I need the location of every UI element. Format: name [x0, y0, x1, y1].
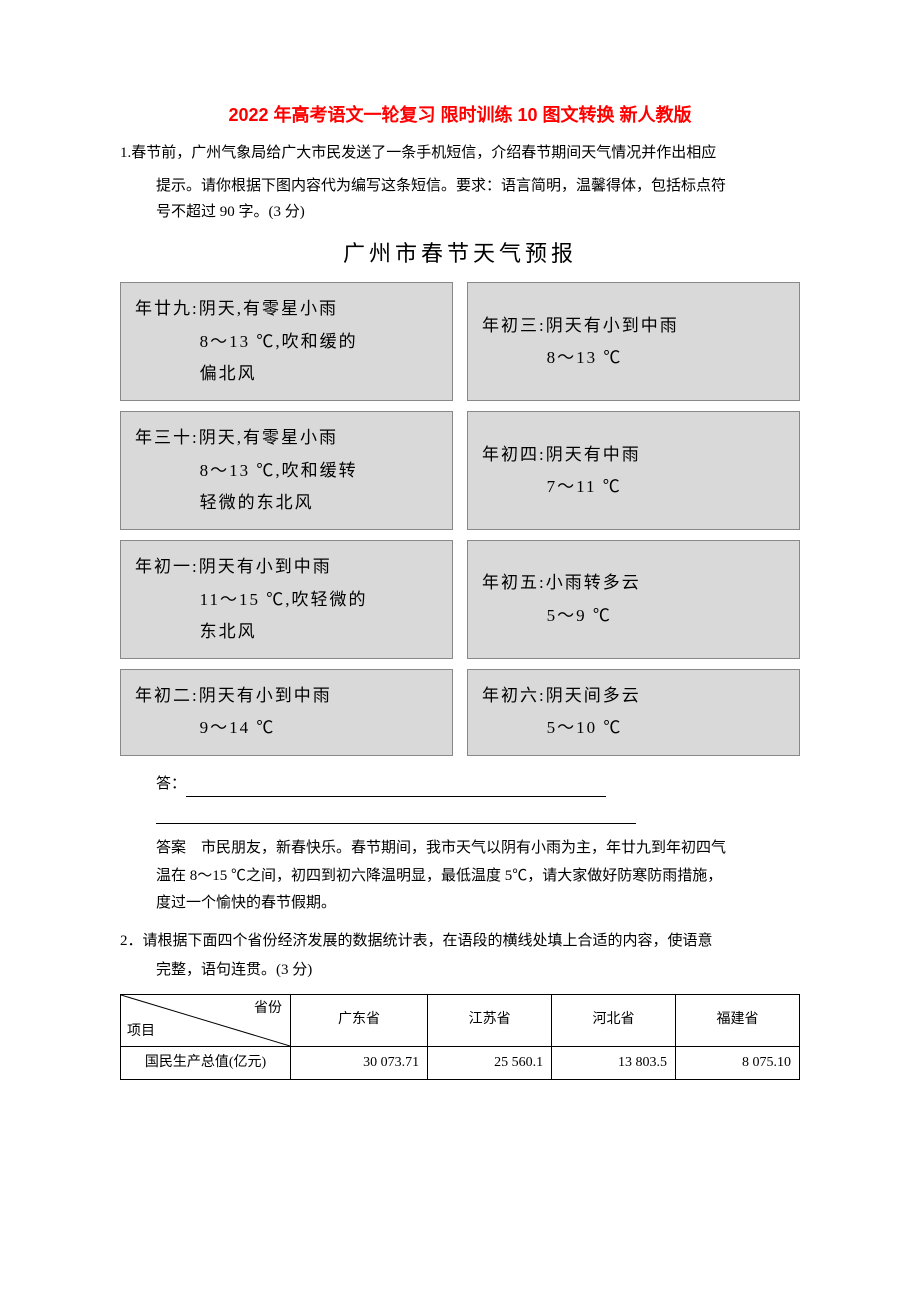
col-header: 江苏省 [428, 994, 552, 1046]
answer-blank [186, 779, 606, 797]
card-line: 年初三:阴天有小到中雨 [482, 310, 785, 342]
forecast-card: 年三十:阴天,有零星小雨 8～13 ℃,吹和缓转 轻微的东北风 [120, 411, 453, 530]
q1-text-line2: 提示。请你根据下图内容代为编写这条短信。要求：语言简明，温馨得体，包括标点符 [120, 174, 800, 200]
col-header: 广东省 [291, 994, 428, 1046]
data-table: 省份 项目 广东省 江苏省 河北省 福建省 国民生产总值(亿元) 30 073.… [120, 994, 800, 1080]
card-line: 年初四:阴天有中雨 [482, 439, 785, 471]
answer-prompt: 答： [120, 772, 800, 798]
forecast-grid: 年廿九:阴天,有零星小雨 8～13 ℃,吹和缓的 偏北风 年初三:阴天有小到中雨… [120, 282, 800, 755]
card-line: 年三十:阴天,有零星小雨 [135, 422, 438, 454]
answer-blank-line [156, 803, 636, 824]
q1-text-line1: 春节前，广州气象局给广大市民发送了一条手机短信，介绍春节期间天气情况并作出相应 [131, 145, 716, 161]
q2-text-line2: 完整，语句连贯。(3 分) [120, 958, 800, 984]
card-line: 5～9 ℃ [482, 600, 785, 632]
answer-label: 答： [156, 776, 186, 792]
card-line: 年初六:阴天间多云 [482, 680, 785, 712]
answer-text-line: 度过一个愉快的春节假期。 [120, 891, 800, 917]
card-line: 东北风 [135, 616, 438, 648]
row-label: 国民生产总值(亿元) [121, 1046, 291, 1079]
q2-number: 2． [120, 933, 143, 949]
col-header: 福建省 [676, 994, 800, 1046]
question-1: 1.春节前，广州气象局给广大市民发送了一条手机短信，介绍春节期间天气情况并作出相… [120, 141, 800, 167]
forecast-card: 年廿九:阴天,有零星小雨 8～13 ℃,吹和缓的 偏北风 [120, 282, 453, 401]
card-line: 年初一:阴天有小到中雨 [135, 551, 438, 583]
answer-heading: 答案 [156, 840, 186, 856]
table-header-row: 省份 项目 广东省 江苏省 河北省 福建省 [121, 994, 800, 1046]
q1-text-line3: 号不超过 90 字。(3 分) [120, 200, 800, 226]
forecast-card: 年初六:阴天间多云 5～10 ℃ [467, 669, 800, 756]
card-line: 9～14 ℃ [135, 712, 438, 744]
card-line: 7～11 ℃ [482, 471, 785, 503]
card-line: 11～15 ℃,吹轻微的 [135, 584, 438, 616]
forecast-card: 年初四:阴天有中雨 7～11 ℃ [467, 411, 800, 530]
answer-1: 答案 市民朋友，新春快乐。春节期间，我市天气以阴有小雨为主，年廿九到年初四气 [120, 836, 800, 862]
forecast-card: 年初二:阴天有小到中雨 9～14 ℃ [120, 669, 453, 756]
card-line: 偏北风 [135, 358, 438, 390]
page-title: 2022 年高考语文一轮复习 限时训练 10 图文转换 新人教版 [120, 100, 800, 131]
card-line: 8～13 ℃,吹和缓转 [135, 455, 438, 487]
card-line: 5～10 ℃ [482, 712, 785, 744]
q2-text-line1: 请根据下面四个省份经济发展的数据统计表，在语段的横线处填上合适的内容，使语意 [143, 933, 713, 949]
forecast-card: 年初一:阴天有小到中雨 11～15 ℃,吹轻微的 东北风 [120, 540, 453, 659]
table-row: 国民生产总值(亿元) 30 073.71 25 560.1 13 803.5 8… [121, 1046, 800, 1079]
cell: 8 075.10 [676, 1046, 800, 1079]
cell: 13 803.5 [552, 1046, 676, 1079]
forecast-card: 年初五:小雨转多云 5～9 ℃ [467, 540, 800, 659]
question-2: 2．请根据下面四个省份经济发展的数据统计表，在语段的横线处填上合适的内容，使语意 [120, 929, 800, 955]
q1-number: 1. [120, 145, 131, 161]
card-line: 8～13 ℃ [482, 342, 785, 374]
card-line: 年初二:阴天有小到中雨 [135, 680, 438, 712]
card-line: 轻微的东北风 [135, 487, 438, 519]
answer-text-line: 温在 8～15 ℃之间，初四到初六降温明显，最低温度 5℃，请大家做好防寒防雨措… [120, 864, 800, 890]
card-line: 8～13 ℃,吹和缓的 [135, 326, 438, 358]
cell: 30 073.71 [291, 1046, 428, 1079]
col-header: 河北省 [552, 994, 676, 1046]
answer-text-line: 市民朋友，新春快乐。春节期间，我市天气以阴有小雨为主，年廿九到年初四气 [186, 840, 726, 856]
card-line: 年廿九:阴天,有零星小雨 [135, 293, 438, 325]
card-line: 年初五:小雨转多云 [482, 567, 785, 599]
forecast-title: 广州市春节天气预报 [120, 235, 800, 272]
cell: 25 560.1 [428, 1046, 552, 1079]
forecast-card: 年初三:阴天有小到中雨 8～13 ℃ [467, 282, 800, 401]
diagonal-header: 省份 项目 [121, 994, 291, 1046]
diag-top-label: 省份 [254, 997, 282, 1021]
diag-bot-label: 项目 [127, 1020, 155, 1044]
